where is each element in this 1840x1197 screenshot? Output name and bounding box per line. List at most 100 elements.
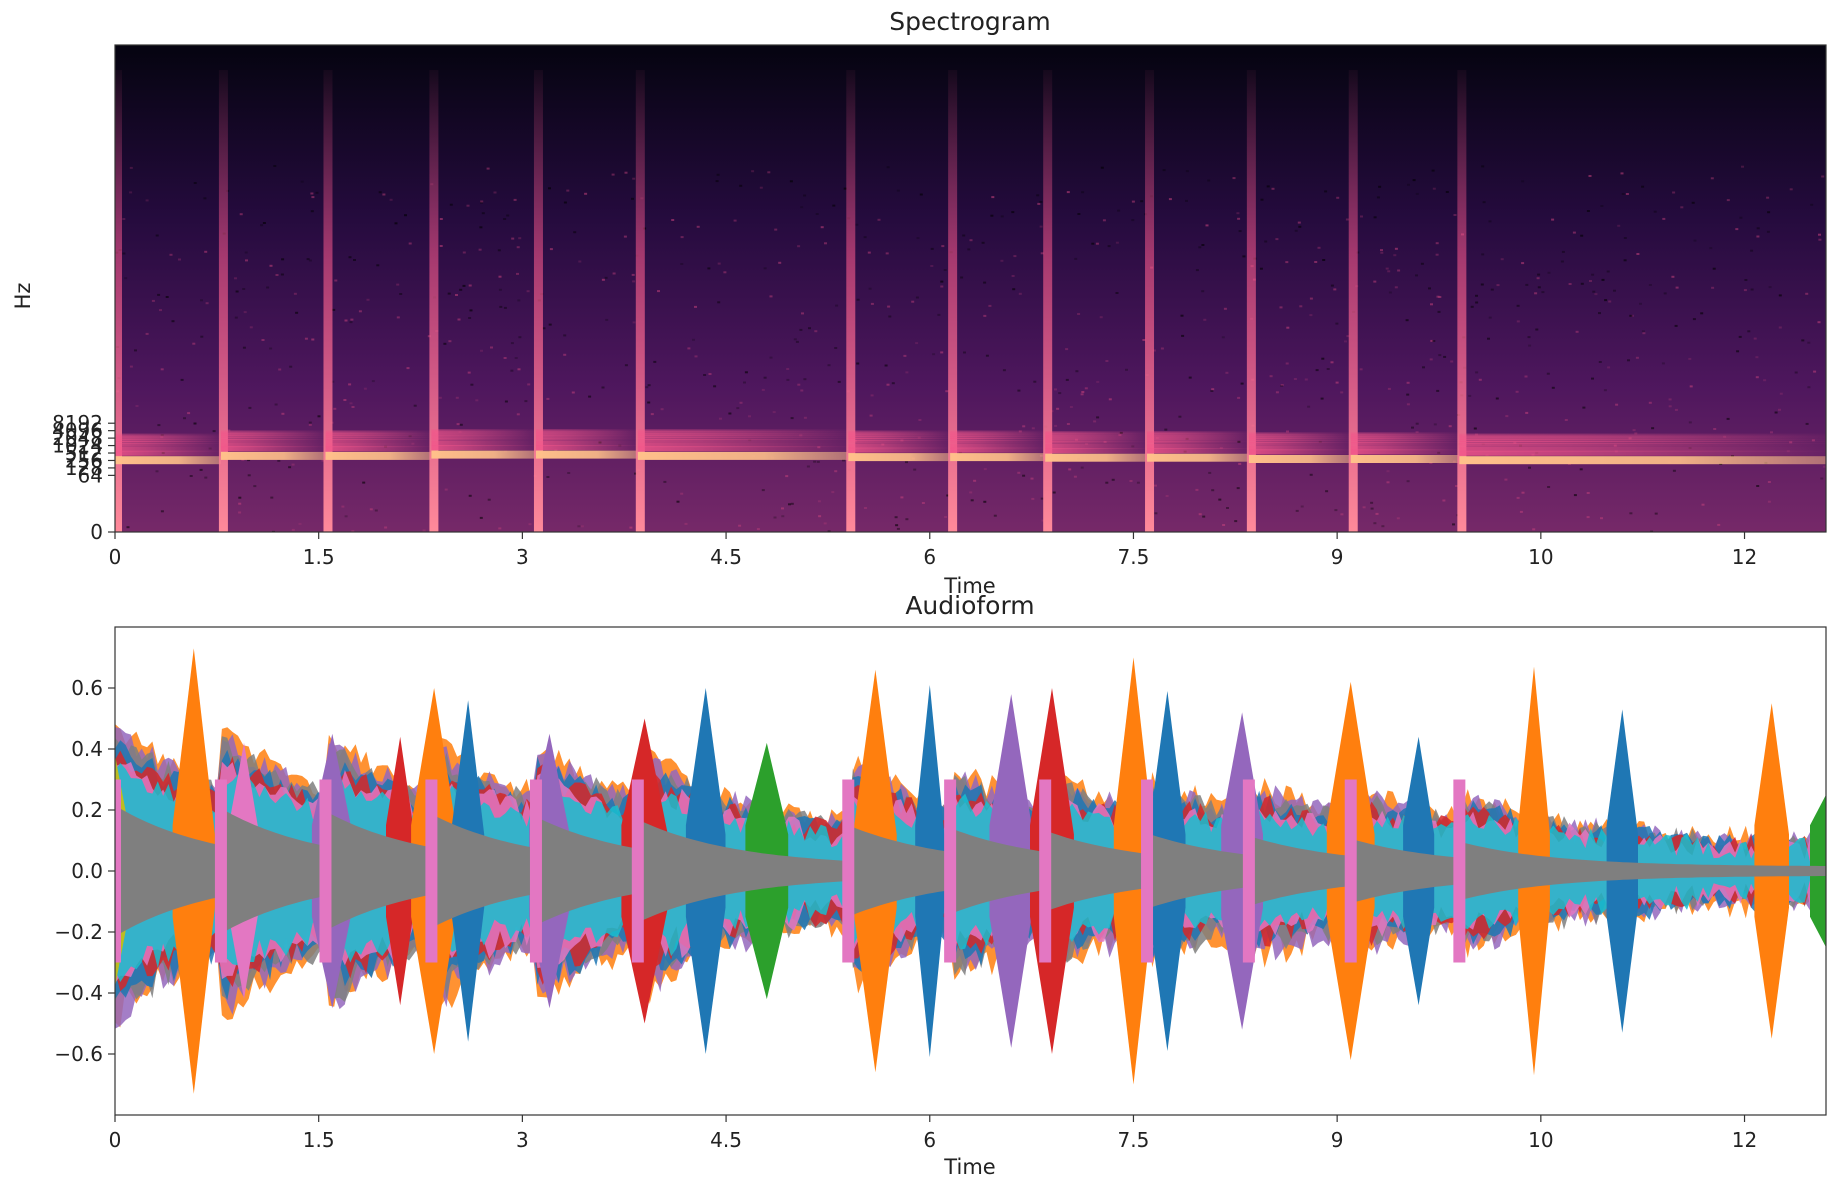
note-onset-burst — [846, 70, 856, 532]
harmonic-band — [637, 442, 849, 448]
x-tick-label: 0 — [109, 545, 122, 569]
harmonic-band — [431, 433, 536, 437]
note-onset-burst — [429, 70, 439, 532]
harmonic-band — [115, 450, 221, 456]
fundamental-band — [325, 451, 432, 460]
harmonic-band — [1147, 436, 1249, 440]
harmonic-band — [535, 445, 638, 451]
harmonic-band — [1045, 438, 1147, 442]
y-tick-label: 0.4 — [71, 737, 103, 761]
harmonic-band — [637, 436, 849, 440]
note-onset-burst — [1043, 70, 1053, 532]
harmonic-band — [115, 433, 221, 437]
x-tick-label: 9 — [1331, 1128, 1344, 1152]
waveform-onset-marker — [842, 779, 855, 963]
waveform-onset-marker — [1039, 779, 1052, 963]
harmonic-band — [325, 434, 432, 438]
spectrogram-note — [218, 70, 326, 532]
harmonic-band — [637, 429, 849, 433]
x-tick-label: 3 — [516, 545, 529, 569]
waveform-onset-marker — [631, 779, 644, 963]
harmonic-band — [1045, 440, 1147, 444]
spectrogram-note — [1246, 70, 1351, 532]
y-tick-label: 8192 — [52, 411, 103, 435]
harmonic-band — [115, 443, 221, 447]
y-tick-label: 2048 — [52, 426, 103, 450]
harmonic-band — [220, 439, 326, 442]
harmonic-band — [1248, 442, 1351, 446]
harmonic-band — [220, 430, 326, 434]
x-tick-label: 6 — [923, 545, 936, 569]
x-tick-label: 12 — [1732, 1128, 1757, 1152]
harmonic-band — [1147, 448, 1249, 454]
harmonic-band — [1350, 437, 1460, 441]
harmonic-band — [1350, 439, 1460, 443]
x-tick-label: 12 — [1732, 545, 1757, 569]
fundamental-band — [848, 453, 951, 462]
harmonic-band — [637, 434, 849, 438]
harmonic-band — [220, 436, 326, 440]
harmonic-band — [535, 433, 638, 437]
harmonic-band — [431, 437, 536, 441]
harmonic-band — [848, 430, 951, 434]
harmonic-band — [637, 446, 849, 452]
note-onset-burst — [635, 70, 645, 532]
harmonic-band — [1350, 432, 1460, 436]
x-tick-label: 0 — [109, 1128, 122, 1152]
harmonic-band — [1045, 448, 1147, 454]
harmonic-band — [848, 435, 951, 439]
harmonic-band — [1248, 449, 1351, 455]
spectrogram-note — [1457, 70, 1826, 532]
harmonic-band — [848, 437, 951, 441]
harmonic-band — [535, 440, 638, 446]
harmonic-band — [115, 446, 221, 452]
harmonic-band — [1350, 449, 1460, 455]
note-onset-burst — [948, 70, 958, 532]
waveform-chart: Audioform 0 1.5 3 4.5 6 7.5 9 10 12 −0.6 −0.4 −0.2… — [54, 591, 1827, 1179]
spectrogram-note — [846, 70, 951, 532]
spectrogram-note — [1348, 70, 1460, 532]
harmonic-band — [1459, 446, 1826, 452]
y-tick-label: 0.6 — [71, 676, 103, 700]
x-tick-label: 7.5 — [1118, 545, 1150, 569]
note-onset-burst — [323, 70, 333, 532]
fundamental-band — [1147, 453, 1249, 462]
harmonic-band — [220, 442, 326, 448]
waveform-y-ticks: −0.6 −0.4 −0.2 0.0 0.2 0.4 0.6 — [54, 676, 115, 1066]
harmonic-band — [325, 436, 432, 440]
harmonic-band — [1248, 432, 1351, 436]
y-tick-label: −0.6 — [54, 1042, 103, 1066]
waveform-onset-marker — [529, 779, 542, 963]
spectrogram-title: Spectrogram — [889, 7, 1051, 36]
waveform-onset-marker — [1344, 779, 1357, 963]
waveform-x-ticks: 0 1.5 3 4.5 6 7.5 9 10 12 — [109, 1115, 1757, 1152]
spectrogram-note — [948, 70, 1046, 532]
fundamental-band — [431, 450, 536, 459]
harmonic-band — [1147, 443, 1249, 449]
spectrogram-x-label: Time — [943, 574, 995, 598]
harmonic-band — [1045, 443, 1147, 449]
waveform-core — [115, 779, 1826, 963]
fundamental-band — [1248, 455, 1351, 463]
harmonic-band — [325, 446, 432, 452]
harmonic-band — [535, 437, 638, 441]
harmonic-band — [115, 440, 221, 444]
fundamental-band — [115, 456, 221, 465]
harmonic-band — [1147, 440, 1249, 444]
y-tick-label: 64 — [78, 463, 103, 487]
note-onset-burst — [533, 70, 543, 532]
note-onset-burst — [1457, 70, 1467, 532]
waveform-onset-marker — [1141, 779, 1154, 963]
x-tick-label: 4.5 — [710, 1128, 742, 1152]
fundamental-band — [535, 450, 638, 459]
harmonic-band — [1248, 445, 1351, 451]
harmonic-band — [1045, 431, 1147, 434]
spectrogram-note — [115, 70, 221, 532]
x-tick-label: 1.5 — [303, 545, 335, 569]
spectrogram-y-label: Hz — [11, 283, 35, 310]
harmonic-band — [950, 447, 1046, 453]
y-tick-label: −0.4 — [54, 981, 103, 1005]
harmonic-band — [1459, 439, 1826, 442]
